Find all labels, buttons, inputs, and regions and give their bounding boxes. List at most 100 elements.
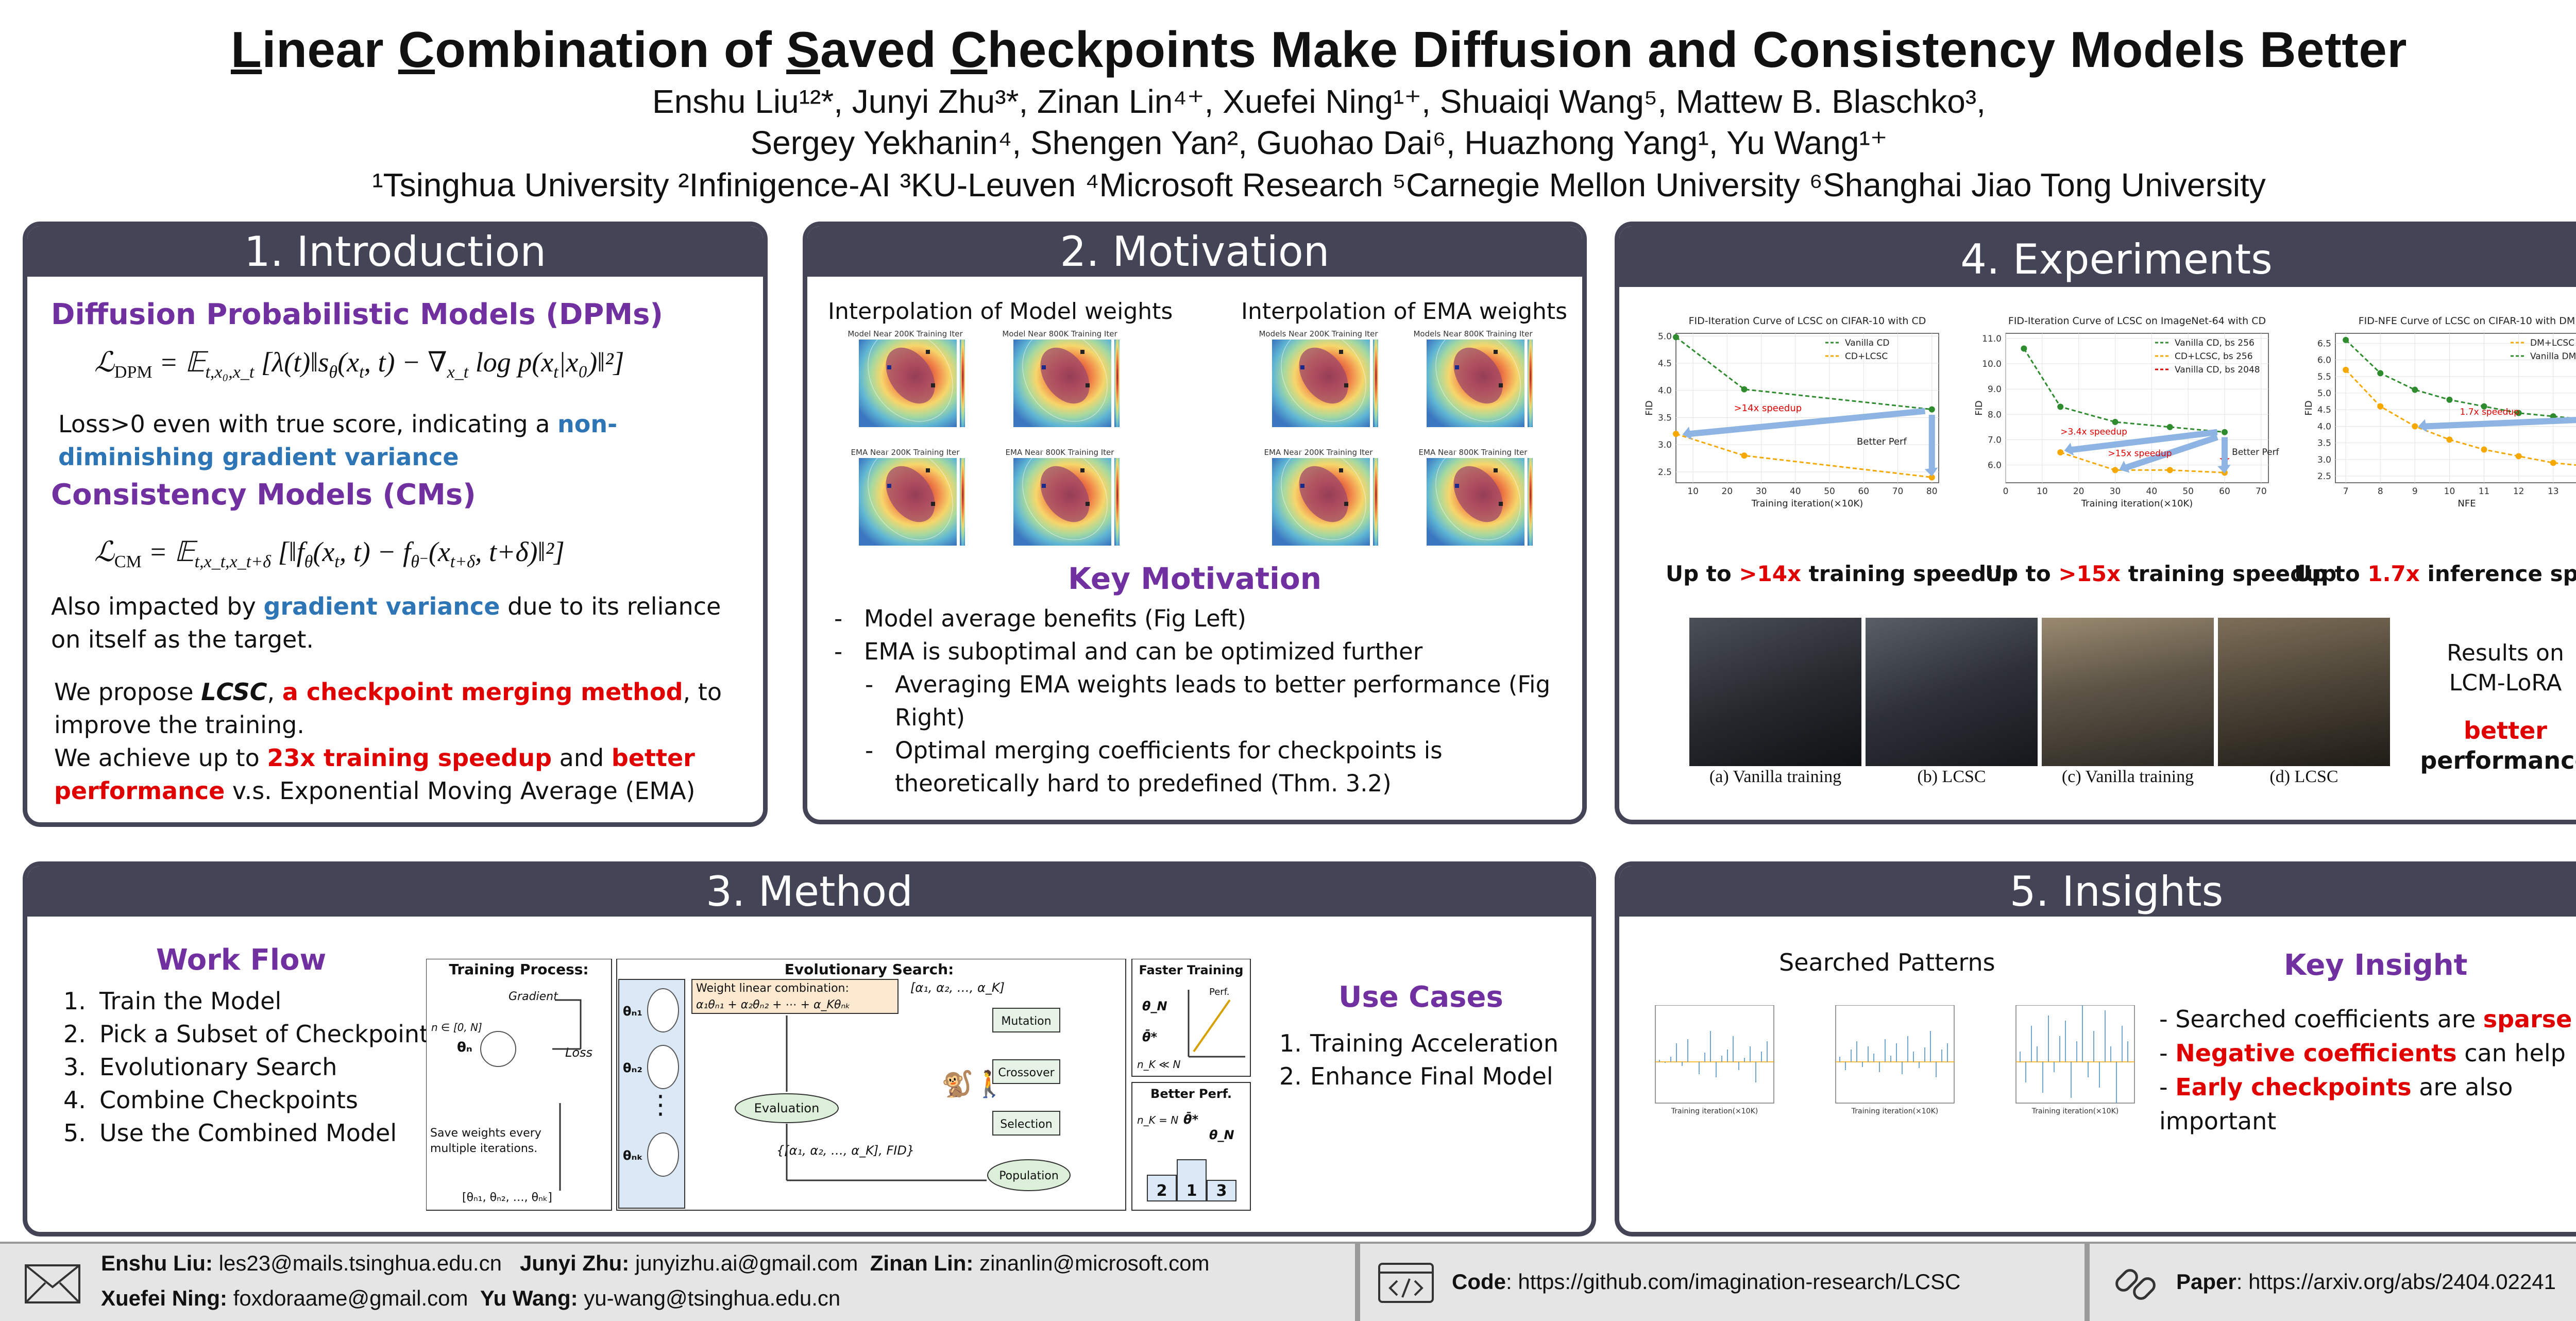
data-point xyxy=(2412,386,2418,393)
checkpoint-marker xyxy=(1086,383,1090,387)
checkpoint-marker xyxy=(931,502,935,506)
mini-x-label: Training iteration(×10K) xyxy=(2031,1107,2119,1115)
nk-eq-label: n_K = N xyxy=(1137,1114,1178,1126)
data-point xyxy=(2021,345,2027,352)
x-tick-label: 11 xyxy=(2479,486,2490,497)
mini-x-label: Training iteration(×10K) xyxy=(1671,1107,1758,1115)
footer-divider xyxy=(1355,1244,1360,1321)
results-note: Results on LCM-LoRA better performance xyxy=(2420,640,2576,774)
authors-line-2: Sergey Yekhanin⁴, Shengen Yan², Guohao D… xyxy=(750,124,1888,161)
y-tick-label: 4.0 xyxy=(2317,421,2331,432)
step-number: 3. xyxy=(63,1053,86,1081)
contour-line xyxy=(1022,329,1108,422)
fid-chart: FID-Iteration Curve of LCSC on CIFAR-10 … xyxy=(1644,315,1939,509)
weight-combination-box xyxy=(691,979,899,1014)
email-link-xuefei[interactable]: foxdoraame@gmail.com xyxy=(233,1286,468,1310)
generated-image-tile: (c) Vanilla training xyxy=(2042,618,2214,788)
code-link[interactable]: Code: https://github.com/imagination-res… xyxy=(1452,1269,1961,1294)
cm-title: Consistency Models (CMs) xyxy=(51,478,476,512)
perf-label: Perf. xyxy=(1209,987,1229,997)
colorbar xyxy=(1114,458,1120,546)
key-motivation-title: Key Motivation xyxy=(1067,561,1322,596)
email-link-junyi[interactable]: junyizhu.ai@gmail.com xyxy=(635,1251,858,1275)
speedup-arrow xyxy=(2071,429,2218,453)
method-diagram: Training Process: Gradient n ∈ [0, N] Loss θ… xyxy=(426,959,1251,1211)
contour-plot: Model Near 800K Training Iter xyxy=(1002,329,1120,427)
checkpoint-marker xyxy=(1494,350,1498,354)
email-link-yu[interactable]: yu-wang@tsinghua.edu.cn xyxy=(584,1286,841,1310)
checkpoint-marker xyxy=(1499,502,1503,506)
checkpoint-label: θₙ₁ xyxy=(623,1004,642,1019)
workflow-step: 1. Train the Model xyxy=(48,985,460,1018)
experiments-heading: 4. Experiments xyxy=(1619,226,2576,287)
use-case-text: Training Acceleration xyxy=(1310,1029,1558,1057)
x-tick-label: 0 xyxy=(2003,486,2009,497)
checkpoint-marker xyxy=(1339,350,1343,354)
contour-plot-title: EMA Near 800K Training Iter xyxy=(1006,448,1115,457)
method-heading: 3. Method xyxy=(27,866,1591,917)
image-caption: (b) LCSC xyxy=(1917,767,1986,786)
insight-item: - Early checkpoints are also important xyxy=(2159,1073,2513,1135)
y-axis-label: FID xyxy=(1644,400,1655,416)
better-perf-label: Better Perf. xyxy=(1150,1087,1232,1101)
checkpoint-network-icon xyxy=(647,1132,679,1177)
data-point xyxy=(1928,406,1935,413)
contour-plot-title: Models Near 200K Training Iter xyxy=(1259,329,1378,338)
annotation: 1.7x speedup xyxy=(2460,407,2519,417)
y-tick-label: 6.0 xyxy=(1988,461,2002,471)
contour-line xyxy=(1281,329,1366,422)
theta-N-label-2: θ_N xyxy=(1209,1128,1234,1142)
contour-svg: Model Near 200K Training Iter Model Near … xyxy=(848,329,1533,546)
mini-x-label: Training iteration(×10K) xyxy=(1851,1107,1939,1115)
data-point xyxy=(2481,403,2487,410)
y-tick-label: 3.5 xyxy=(1658,413,1672,423)
motivation-item: - Averaging EMA weights leads to better p… xyxy=(828,668,1565,734)
contour-core xyxy=(1453,347,1503,404)
checkpoint-marker xyxy=(1042,365,1046,369)
checkpoint-marker xyxy=(926,350,930,354)
legend-label: Vanilla CD, bs 2048 xyxy=(2175,365,2260,375)
colorbar xyxy=(1528,458,1533,546)
x-tick-label: 9 xyxy=(2412,486,2418,497)
colorbar xyxy=(1373,458,1378,546)
data-point xyxy=(1673,334,1679,341)
y-tick-label: 11.0 xyxy=(1982,334,2002,344)
contour-plot: Model Near 200K Training Iter xyxy=(848,329,965,427)
checkpoint-marker xyxy=(1339,468,1343,472)
x-tick-label: 10 xyxy=(2444,486,2455,497)
achieve-text: We achieve up to 23x training speedup an… xyxy=(54,744,696,805)
y-tick-label: 4.5 xyxy=(1658,359,1672,369)
checkpoint-marker xyxy=(1042,484,1046,488)
motivation-item-text: Averaging EMA weights leads to better pe… xyxy=(895,671,1551,731)
paper-section: Paper: https://arxiv.org/abs/2404.02241 xyxy=(2090,1244,2576,1321)
data-point xyxy=(2550,460,2556,466)
checkpoint-network-icon xyxy=(647,988,679,1032)
title-segment: heckpoints Make Diffusion and Consistenc… xyxy=(987,21,2408,78)
email-link-zinan[interactable]: zinanlin@microsoft.com xyxy=(979,1251,1210,1275)
bullet-dash: - xyxy=(865,737,874,764)
annotation: >3.4x speedup xyxy=(2060,427,2127,437)
use-case-text: Enhance Final Model xyxy=(1310,1062,1553,1090)
bullet-dash: - xyxy=(834,605,843,632)
data-point xyxy=(2412,423,2418,430)
annotation: Better Perf xyxy=(2232,447,2279,458)
workflow-step-text: Evolutionary Search xyxy=(99,1053,337,1081)
training-process-label: Training Process: xyxy=(449,961,588,978)
use-case-item: 1. Training Acceleration xyxy=(1264,1027,1583,1060)
paper-link[interactable]: Paper: https://arxiv.org/abs/2404.02241 xyxy=(2176,1269,2556,1294)
theta-star-label: θ̄* xyxy=(1142,1029,1157,1044)
fid-set-label: {[α₁, α₂, …, α_K], FID} xyxy=(776,1143,914,1158)
searched-weights-chart: Results on CIFAR-10 with CDTraining iter… xyxy=(1835,1005,1955,1115)
weight-combination-formula: α₁θₙ₁ + α₂θₙ₂ + ⋯ + α_Kθₙₖ xyxy=(696,998,851,1011)
motivation-item: - Optimal merging coefficients for checkp… xyxy=(828,734,1565,800)
use-cases-list: 1. Training Acceleration 2. Enhance Final M… xyxy=(1264,1027,1583,1093)
generated-image xyxy=(2042,618,2214,766)
key-insight-title: Key Insight xyxy=(2284,949,2468,982)
email-link-enshu[interactable]: les23@mails.tsinghua.edu.cn xyxy=(218,1251,502,1275)
fid-chart: FID-NFE Curve of LCSC on CIFAR-10 with D… xyxy=(2303,315,2576,509)
data-point xyxy=(2057,449,2064,456)
contour-line xyxy=(1281,448,1366,540)
alpha-vector-label: [α₁, α₂, …, α_K] xyxy=(910,980,1005,995)
workflow-list: 1. Train the Model 2. Pick a Subset of Chec… xyxy=(48,985,460,1149)
motivation-item: - Model average benefits (Fig Left) xyxy=(828,602,1565,635)
